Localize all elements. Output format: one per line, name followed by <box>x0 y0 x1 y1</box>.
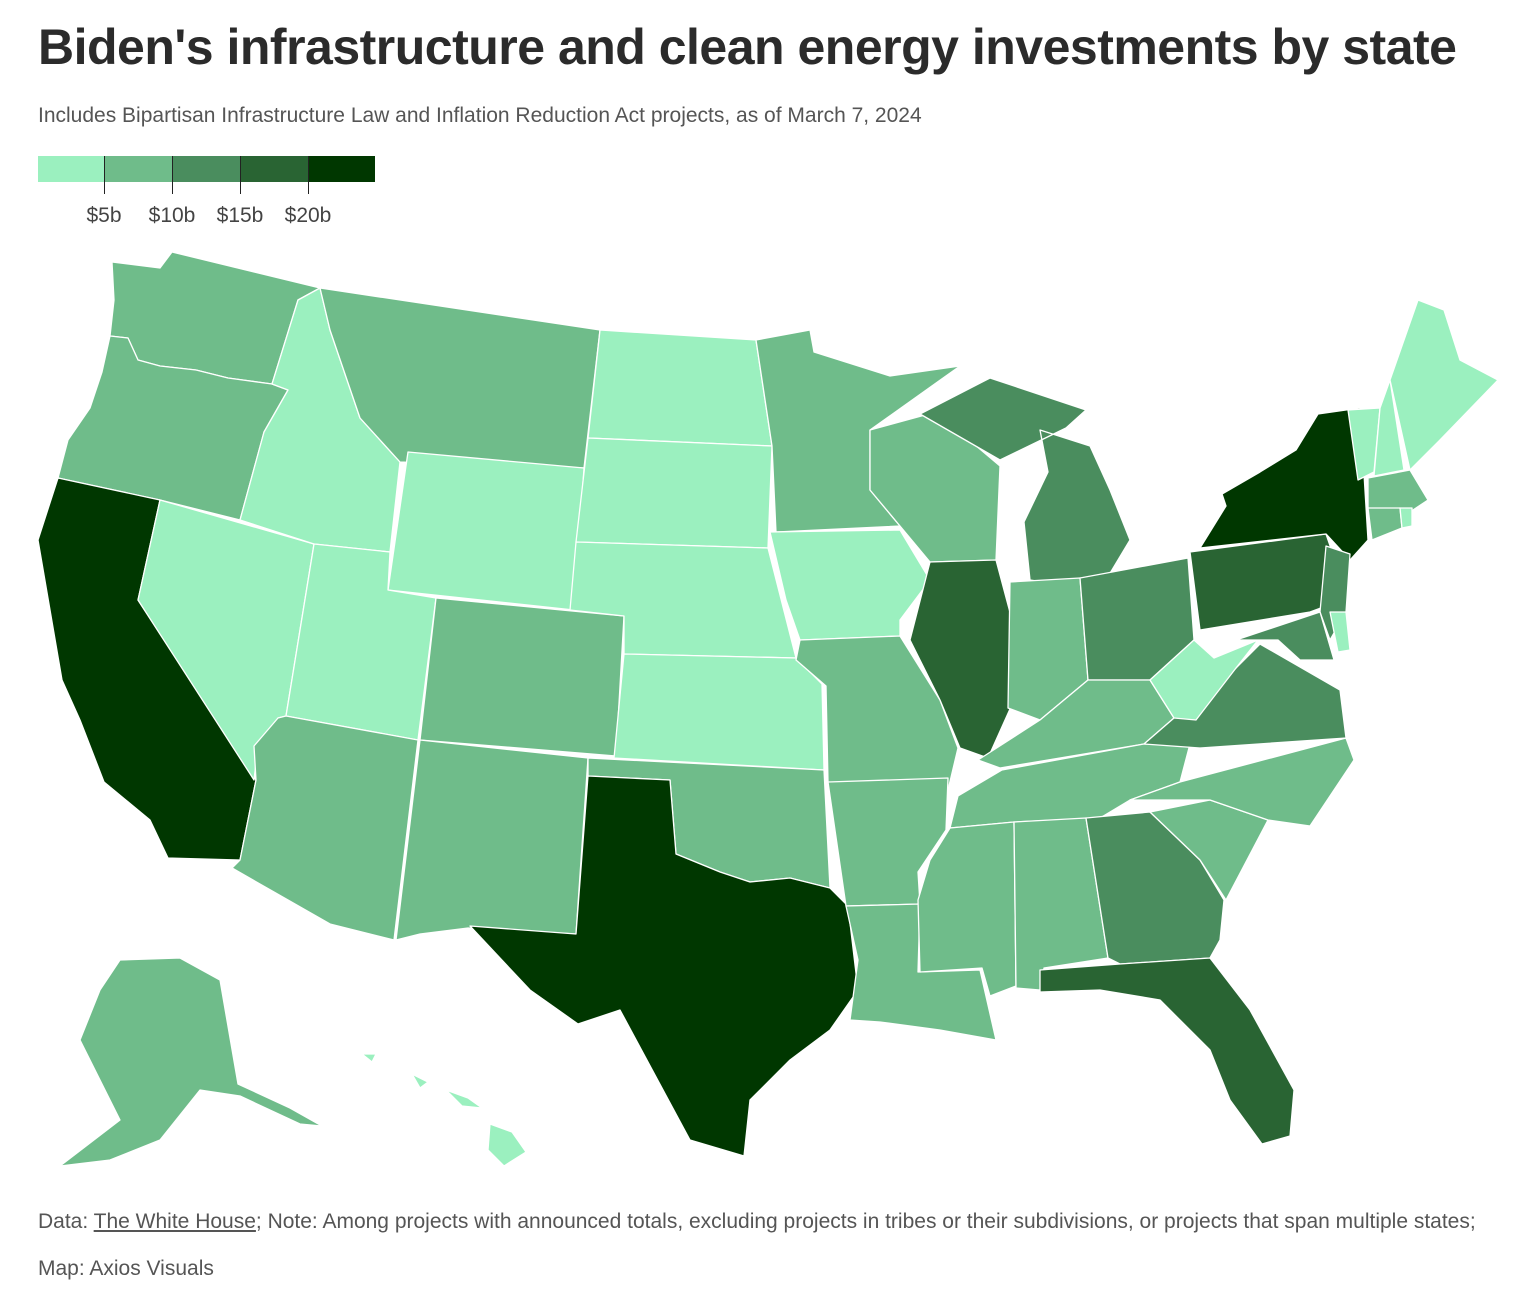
us-choropleth-map <box>37 251 1499 1167</box>
footer-prefix: Data: <box>38 1210 94 1233</box>
legend-tick-1 <box>104 156 105 194</box>
state-wy <box>387 451 585 611</box>
color-legend: $5b $10b $15b $20b <box>38 156 378 236</box>
state-nd <box>587 329 773 447</box>
legend-tick-2 <box>172 156 173 194</box>
legend-swatch-2 <box>105 156 172 182</box>
state-ct <box>1367 507 1403 541</box>
footer-note-text: ; Note: Among projects with announced to… <box>38 1210 1476 1280</box>
state-nc <box>1129 737 1355 827</box>
chart-title: Biden's infrastructure and clean energy … <box>38 19 1457 75</box>
chart-subtitle: Includes Bipartisan Infrastructure Law a… <box>38 104 922 127</box>
legend-swatch-5 <box>308 156 375 182</box>
state-ri <box>1399 507 1413 529</box>
legend-label-10b: $10b <box>148 204 196 227</box>
footer-note: Data: The White House; Note: Among proje… <box>38 1198 1498 1292</box>
legend-swatch-4 <box>240 156 308 182</box>
source-link[interactable]: The White House <box>93 1210 256 1233</box>
state-ak <box>59 957 323 1167</box>
legend-label-20b: $20b <box>284 204 332 227</box>
state-ny <box>1199 407 1369 561</box>
legend-tick-4 <box>308 156 309 194</box>
legend-swatch-1 <box>38 156 105 182</box>
legend-swatch-3 <box>172 156 240 182</box>
state-nm <box>395 739 589 941</box>
legend-tick-3 <box>240 156 241 194</box>
state-ia <box>769 529 931 641</box>
state-sd <box>575 437 773 549</box>
state-sc <box>1149 799 1269 901</box>
state-ma <box>1367 469 1429 513</box>
state-nh <box>1373 379 1405 477</box>
state-md <box>1235 611 1335 661</box>
state-me <box>1389 299 1499 471</box>
state-fl <box>1039 957 1295 1145</box>
state-az <box>231 715 419 941</box>
state-tx <box>469 775 859 1157</box>
state-ks <box>613 653 825 771</box>
state-wv <box>1149 639 1259 721</box>
state-hi <box>361 1053 527 1167</box>
state-co <box>419 597 625 757</box>
legend-label-15b: $15b <box>216 204 264 227</box>
state-de <box>1329 611 1351 653</box>
legend-label-5b: $5b <box>86 204 122 227</box>
